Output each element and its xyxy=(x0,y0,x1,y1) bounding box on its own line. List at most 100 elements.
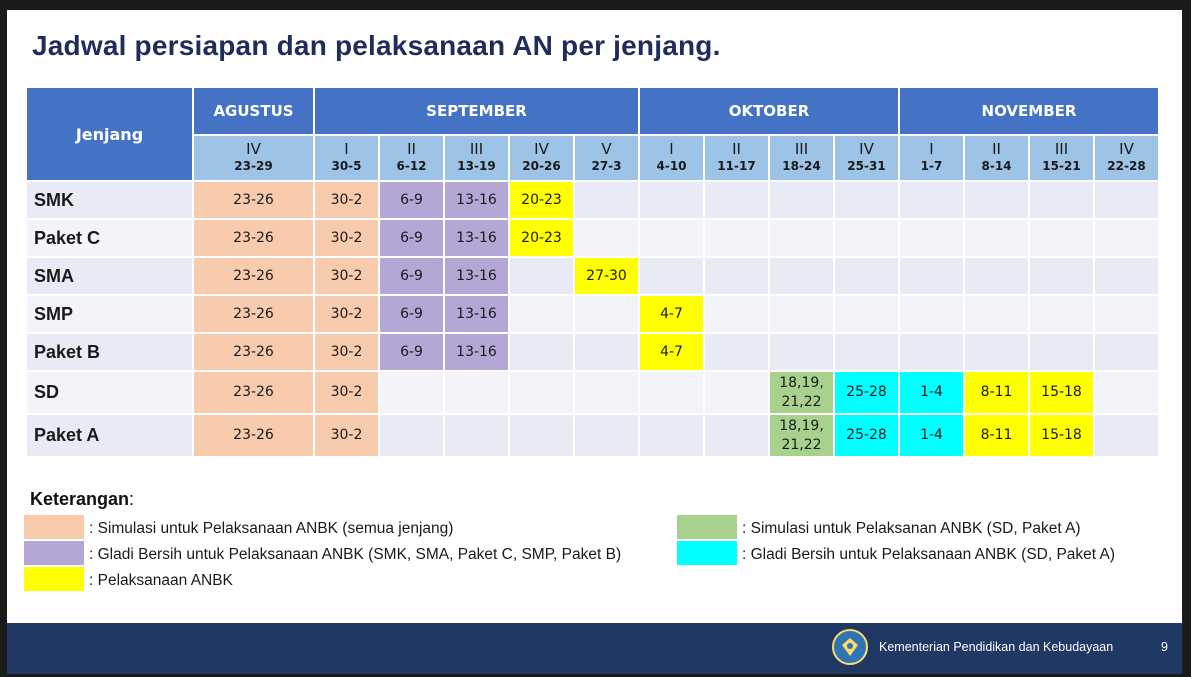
row-label: SMP xyxy=(25,294,194,334)
schedule-cell xyxy=(768,180,835,220)
row-label: Paket B xyxy=(25,332,194,372)
schedule-cell xyxy=(963,294,1030,334)
schedule-cell xyxy=(508,332,575,372)
week-range: 15-21 xyxy=(1042,159,1081,173)
schedule-cell: 30-2 xyxy=(313,413,380,458)
legend-text: : Pelaksanaan ANBK xyxy=(89,572,233,589)
schedule-cell xyxy=(508,256,575,296)
week-roman: III xyxy=(469,140,484,158)
schedule-cell xyxy=(898,294,965,334)
schedule-cell: 1-4 xyxy=(898,413,965,458)
row-label: SMA xyxy=(25,256,194,296)
schedule-cell: 18,19, 21,22 xyxy=(768,370,835,415)
page-number: 9 xyxy=(1161,640,1168,654)
week-header: I 30-5 xyxy=(313,134,380,182)
schedule-cell xyxy=(508,294,575,334)
table-row: SMP 23-26 30-2 6-9 13-16 4-7 xyxy=(25,294,1160,334)
row-label: Paket A xyxy=(25,413,194,458)
schedule-cell xyxy=(1093,294,1160,334)
week-header: II 6-12 xyxy=(378,134,445,182)
schedule-cell xyxy=(508,413,575,458)
week-roman: I xyxy=(344,140,349,158)
schedule-cell xyxy=(833,294,900,334)
schedule-cell xyxy=(703,413,770,458)
schedule-cell xyxy=(833,332,900,372)
legend-swatch xyxy=(24,567,84,591)
schedule-cell: 13-16 xyxy=(443,332,510,372)
schedule-cell xyxy=(833,180,900,220)
month-header: SEPTEMBER xyxy=(313,86,640,136)
schedule-cell xyxy=(638,256,705,296)
schedule-cell xyxy=(768,332,835,372)
presentation-slide: Jadwal persiapan dan pelaksanaan AN per … xyxy=(7,10,1182,674)
week-header: V 27-3 xyxy=(573,134,640,182)
week-range: 23-29 xyxy=(234,159,273,173)
schedule-table: Jenjang AGUSTUS SEPTEMBER OKTOBER NOVEMBER … xyxy=(25,86,1160,458)
schedule-cell xyxy=(1093,413,1160,458)
month-header: AGUSTUS xyxy=(192,86,315,136)
schedule-cell xyxy=(573,413,640,458)
schedule-cell xyxy=(443,370,510,415)
schedule-cell: 30-2 xyxy=(313,256,380,296)
schedule-cell: 6-9 xyxy=(378,256,445,296)
schedule-cell: 30-2 xyxy=(313,370,380,415)
schedule-cell: 13-16 xyxy=(443,294,510,334)
legend-swatch xyxy=(24,541,84,565)
row-label: SMK xyxy=(25,180,194,220)
schedule-cell: 23-26 xyxy=(192,218,315,258)
week-roman: II xyxy=(407,140,416,158)
table-row: SD 23-26 30-2 18,19, 21,22 25-28 1-4 8-11 15-18 xyxy=(25,370,1160,415)
week-roman: III xyxy=(794,140,809,158)
schedule-cell xyxy=(573,218,640,258)
schedule-cell: 13-16 xyxy=(443,218,510,258)
schedule-cell: 6-9 xyxy=(378,218,445,258)
schedule-cell: 27-30 xyxy=(573,256,640,296)
slide-title: Jadwal persiapan dan pelaksanaan AN per … xyxy=(32,30,721,61)
week-roman: IV xyxy=(1119,140,1134,158)
week-roman: V xyxy=(601,140,612,158)
schedule-cell xyxy=(1093,180,1160,220)
table-row: Paket A 23-26 30-2 18,19, 21,22 25-28 1-4 8-11… xyxy=(25,413,1160,458)
schedule-cell: 30-2 xyxy=(313,332,380,372)
week-roman: I xyxy=(929,140,934,158)
week-header: II 11-17 xyxy=(703,134,770,182)
schedule-cell: 15-18 xyxy=(1028,370,1095,415)
schedule-cell xyxy=(1093,256,1160,296)
week-range: 18-24 xyxy=(782,159,821,173)
schedule-cell xyxy=(1093,332,1160,372)
schedule-cell: 6-9 xyxy=(378,332,445,372)
schedule-cell xyxy=(378,413,445,458)
jenjang-header: Jenjang xyxy=(25,86,194,182)
week-range: 1-7 xyxy=(920,159,943,173)
schedule-cell: 4-7 xyxy=(638,332,705,372)
legend-swatch xyxy=(677,515,737,539)
schedule-cell: 8-11 xyxy=(963,413,1030,458)
schedule-cell: 23-26 xyxy=(192,413,315,458)
month-header: NOVEMBER xyxy=(898,86,1160,136)
row-label: SD xyxy=(25,370,194,415)
schedule-cell xyxy=(638,413,705,458)
schedule-cell xyxy=(573,370,640,415)
month-header: OKTOBER xyxy=(638,86,900,136)
schedule-cell xyxy=(1028,256,1095,296)
week-header: IV 25-31 xyxy=(833,134,900,182)
schedule-cell xyxy=(638,180,705,220)
schedule-cell xyxy=(703,294,770,334)
table-row: SMA 23-26 30-2 6-9 13-16 27-30 xyxy=(25,256,1160,296)
week-range: 22-28 xyxy=(1107,159,1146,173)
schedule-cell: 6-9 xyxy=(378,294,445,334)
schedule-cell xyxy=(573,332,640,372)
footer-bar: Kementerian Pendidikan dan Kebudayaan 9 xyxy=(7,623,1182,674)
schedule-cell xyxy=(833,218,900,258)
schedule-cell xyxy=(898,332,965,372)
schedule-cell: 23-26 xyxy=(192,332,315,372)
week-roman: III xyxy=(1054,140,1069,158)
tut-wuri-handayani-logo-icon xyxy=(832,629,868,665)
legend-swatch xyxy=(24,515,84,539)
schedule-cell: 30-2 xyxy=(313,294,380,334)
schedule-cell xyxy=(378,370,445,415)
schedule-cell xyxy=(963,332,1030,372)
week-header: IV 22-28 xyxy=(1093,134,1160,182)
week-roman: I xyxy=(669,140,674,158)
legend-text: : Simulasi untuk Pelaksanaan ANBK (semua… xyxy=(89,520,454,537)
